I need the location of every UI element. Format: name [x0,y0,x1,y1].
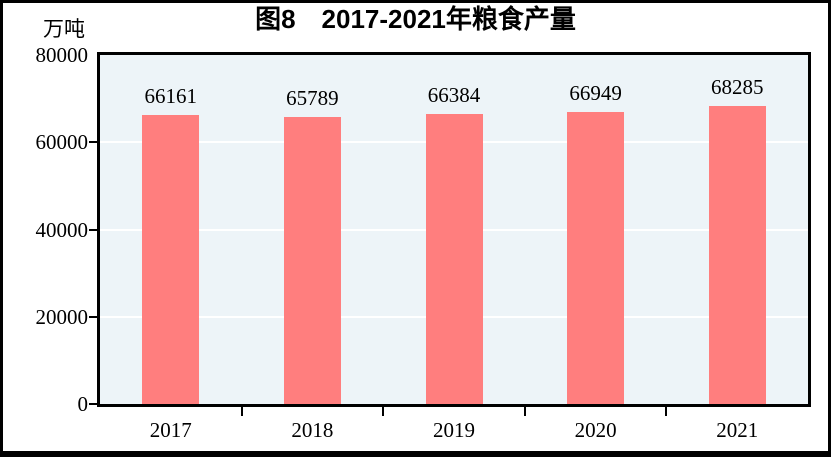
bar-value-label: 65789 [286,85,339,110]
x-tick-mark [665,407,668,416]
x-tick-label: 2019 [433,418,475,442]
bar [283,117,341,404]
x-tick-label: 2017 [149,418,192,442]
bar [425,114,483,404]
bar [567,111,625,404]
x-tick-mark [240,407,243,416]
y-tick-mark [89,141,98,144]
bar [708,106,766,404]
y-tick-mark [89,403,98,405]
y-tick-label: 40000 [35,217,89,242]
y-tick-mark [89,315,98,318]
x-tick-mark [523,407,526,416]
bar [142,115,200,404]
bar-value-label: 66949 [569,80,622,105]
plot-area [97,52,811,407]
x-tick-mark [382,407,385,416]
y-axis-unit-label: 万吨 [43,17,85,41]
x-tick-label: 2018 [291,418,334,442]
y-tick-label: 0 [77,392,89,416]
bar-value-label: 66384 [427,83,481,108]
y-tick-mark [89,228,98,231]
y-tick-label: 20000 [35,304,89,329]
bar-value-label: 66161 [144,84,198,109]
bar-value-label: 68285 [710,75,764,100]
y-tick-label: 80000 [35,43,89,67]
x-tick-label: 2020 [574,418,617,442]
chart-title: 图8 2017-2021年粮食产量 [255,4,576,34]
x-tick-label: 2021 [716,418,759,442]
y-tick-label: 60000 [35,130,89,155]
